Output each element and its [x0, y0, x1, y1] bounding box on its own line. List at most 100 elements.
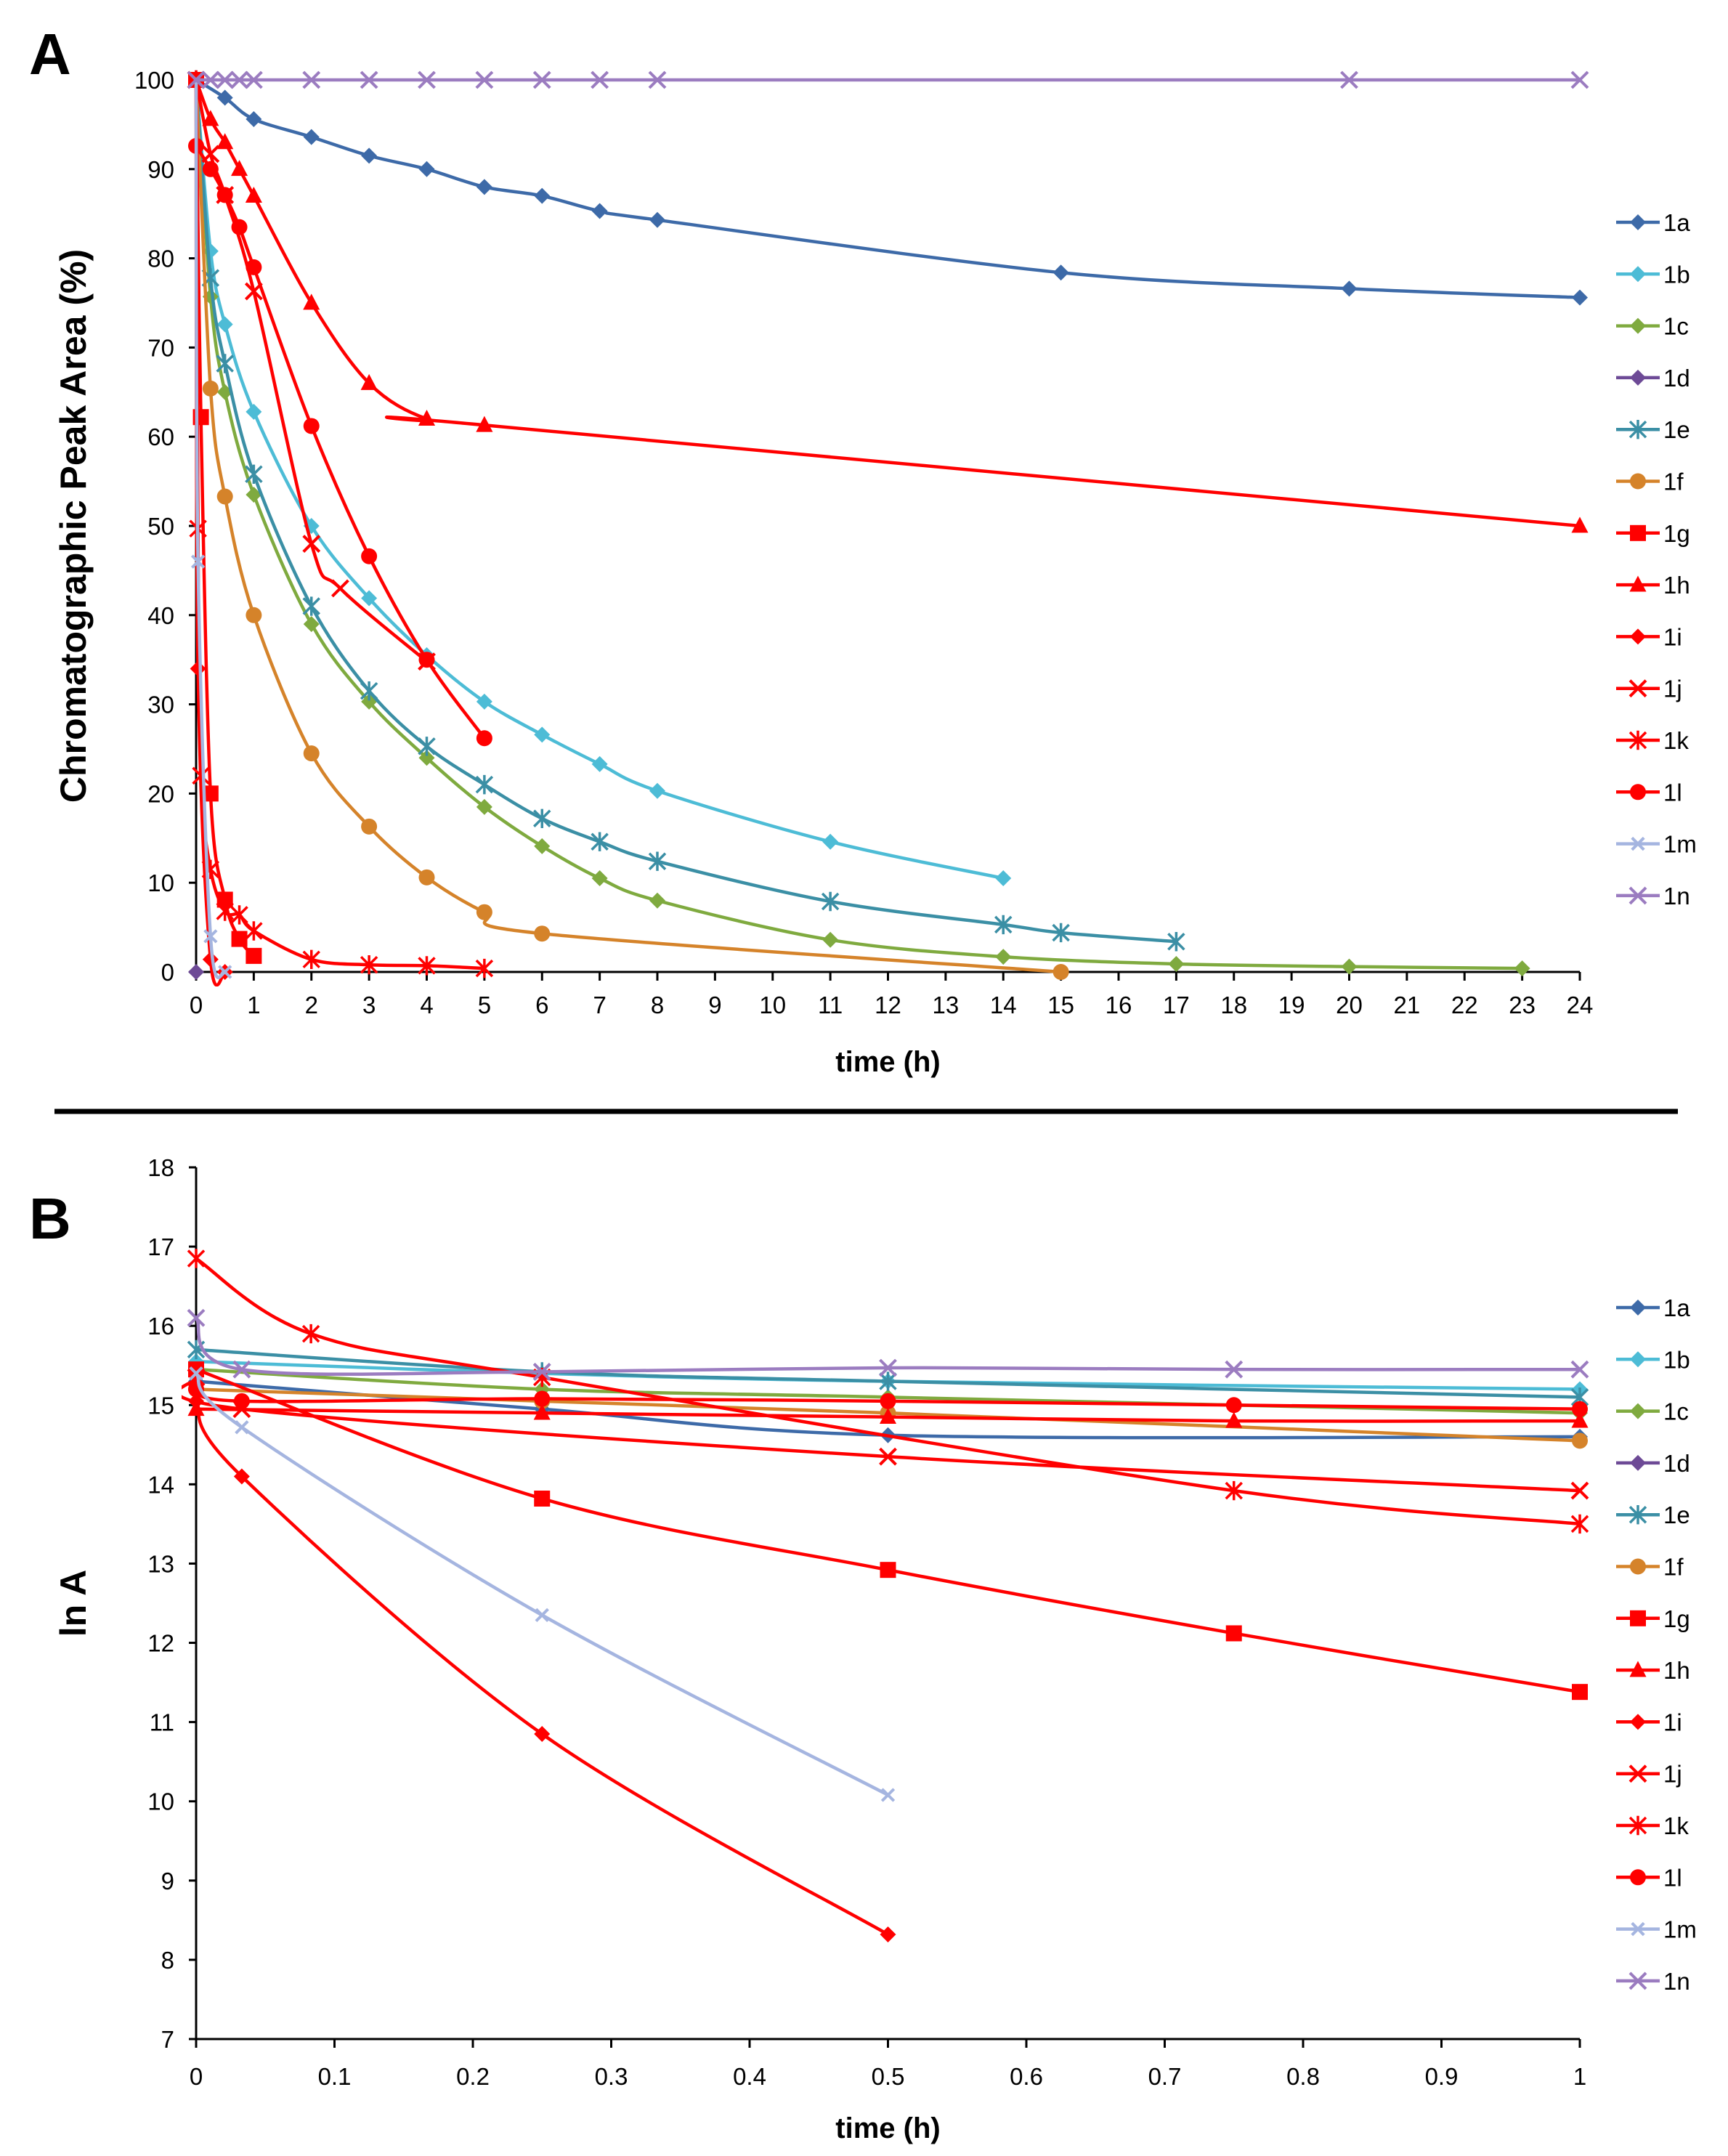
x-tick-label: 2 — [305, 992, 318, 1018]
data-point-1n — [532, 1363, 551, 1381]
data-point-1c — [534, 838, 551, 854]
legend-label: 1h — [1663, 1657, 1690, 1684]
legend-marker-1m — [1631, 836, 1645, 851]
series-line-1c — [194, 78, 1524, 970]
y-tick-label: 7 — [161, 2026, 174, 2053]
data-point-1a — [534, 187, 551, 204]
data-point-1n — [591, 70, 609, 89]
x-tick-label: 0.9 — [1425, 2063, 1459, 2090]
data-point-1h — [1571, 516, 1589, 533]
data-point-1l — [202, 161, 219, 177]
data-point-1c — [995, 949, 1012, 965]
legend-label: 1k — [1663, 1812, 1689, 1839]
data-point-1k — [418, 956, 436, 976]
data-point-1l — [216, 187, 233, 203]
legend-item-1f: 1f — [1616, 1554, 1684, 1581]
series-line-1e — [194, 78, 1178, 944]
legend-marker-1h — [1629, 1661, 1647, 1677]
legend-label: 1c — [1663, 313, 1689, 340]
legend-label: 1i — [1663, 623, 1682, 650]
legend-marker-1i — [1630, 1714, 1646, 1730]
legend-label: 1g — [1663, 520, 1690, 547]
data-point-1k — [230, 905, 248, 925]
data-point-1n — [648, 70, 667, 89]
legend-item-1i: 1i — [1616, 1709, 1682, 1735]
data-point-1n — [1570, 1360, 1589, 1379]
y-tick-label: 70 — [147, 334, 174, 361]
x-axis-label: time (h) — [835, 2112, 940, 2144]
legend-label: 1j — [1663, 1761, 1682, 1788]
data-point-1d — [188, 964, 204, 980]
legend-label: 1d — [1663, 1450, 1690, 1477]
legend-label: 1a — [1663, 1294, 1690, 1321]
data-point-1m — [218, 965, 232, 979]
data-point-1n — [1225, 1360, 1244, 1379]
data-point-1n — [1340, 70, 1358, 89]
series-1m — [189, 1366, 896, 1802]
x-tick-label: 11 — [818, 992, 843, 1018]
legend-label: 1d — [1663, 365, 1690, 392]
series-line-1m — [194, 78, 227, 979]
legend-marker-1n — [1628, 1971, 1647, 1990]
legend-item-1j: 1j — [1616, 676, 1682, 702]
data-point-1l — [476, 730, 492, 747]
data-point-1l — [233, 1393, 250, 1409]
data-point-1n — [201, 70, 220, 89]
data-point-1e — [994, 915, 1013, 935]
legend-label: 1f — [1663, 469, 1684, 495]
y-tick-label: 16 — [147, 1313, 174, 1340]
data-point-1g — [1572, 1684, 1588, 1701]
series-line-1n — [194, 1316, 1582, 1377]
series-1a — [188, 72, 1588, 306]
data-point-1a — [216, 89, 233, 106]
legend-marker-1e — [1628, 1505, 1647, 1525]
legend-marker-1m — [1631, 1921, 1645, 1937]
x-tick-label: 0.3 — [595, 2063, 628, 2090]
legend-label: 1a — [1663, 209, 1690, 236]
data-point-1n — [532, 70, 551, 89]
data-point-1e — [648, 851, 667, 871]
x-tick-label: 0.2 — [456, 2063, 490, 2090]
data-point-1e — [360, 681, 378, 701]
legend-marker-1a — [1630, 214, 1646, 230]
y-tick-label: 80 — [147, 246, 174, 272]
data-point-1k — [187, 1249, 206, 1268]
data-point-1b — [591, 755, 608, 772]
data-point-1k — [216, 901, 234, 921]
data-point-1n — [302, 70, 321, 89]
legend-marker-1c — [1630, 317, 1646, 334]
y-tick-label: 8 — [161, 1947, 174, 1974]
data-point-1l — [303, 418, 320, 434]
x-tick-label: 16 — [1106, 992, 1132, 1018]
data-point-1n — [475, 70, 494, 89]
data-point-1k — [1570, 1514, 1589, 1534]
data-point-1m — [203, 929, 218, 944]
legend-item-1h: 1h — [1616, 1657, 1690, 1684]
data-point-1l — [418, 652, 435, 668]
data-point-1a — [246, 111, 262, 128]
x-axis-label: time (h) — [835, 1046, 940, 1078]
legend-item-1k: 1k — [1616, 727, 1689, 754]
data-point-1c — [418, 750, 435, 766]
legend-item-1a: 1a — [1616, 1294, 1690, 1321]
legend-item-1e: 1e — [1616, 416, 1690, 443]
y-tick-label: 90 — [147, 156, 174, 183]
y-tick-label: 40 — [147, 602, 174, 629]
legend-marker-1g — [1630, 524, 1646, 541]
data-point-1b — [822, 833, 839, 850]
data-point-1j — [1570, 1481, 1589, 1500]
data-point-1k — [475, 958, 494, 978]
legend-marker-1f — [1630, 1558, 1646, 1575]
data-point-1l — [231, 219, 248, 235]
data-point-1a — [1341, 280, 1358, 297]
data-point-1f — [216, 488, 233, 505]
y-tick-label: 100 — [134, 67, 174, 94]
x-tick-label: 15 — [1047, 992, 1074, 1018]
legend-marker-1n — [1628, 886, 1647, 905]
legend-marker-1k — [1628, 730, 1647, 750]
x-tick-label: 1 — [247, 992, 260, 1018]
legend-item-1g: 1g — [1616, 1605, 1690, 1632]
data-point-1j — [302, 535, 321, 553]
legend-label: 1e — [1663, 416, 1690, 443]
data-point-1k — [245, 921, 263, 941]
